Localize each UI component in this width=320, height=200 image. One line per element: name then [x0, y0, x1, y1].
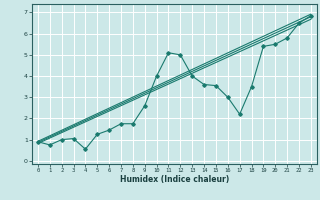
X-axis label: Humidex (Indice chaleur): Humidex (Indice chaleur) — [120, 175, 229, 184]
